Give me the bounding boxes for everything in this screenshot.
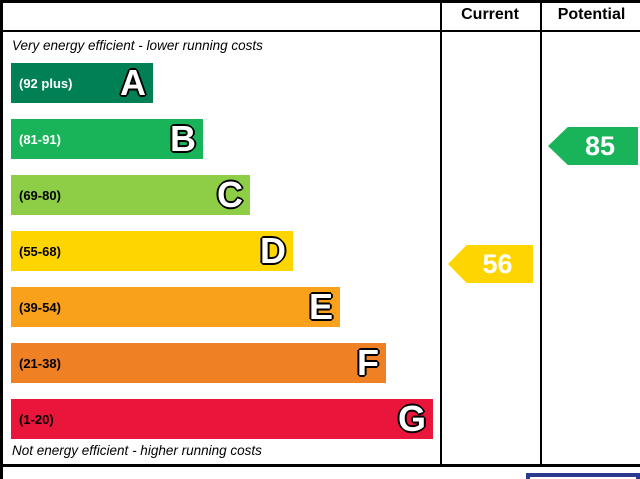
band-e: (39-54) E <box>11 287 340 327</box>
band-range-label: (92 plus) <box>19 75 73 91</box>
band-range-label: (39-54) <box>19 299 61 315</box>
band-range-label: (81-91) <box>19 131 61 147</box>
column-divider-potential <box>540 3 542 466</box>
bottom-caption: Not energy efficient - higher running co… <box>12 443 262 458</box>
header-underline <box>3 30 640 32</box>
band-c: (69-80) C <box>11 175 250 215</box>
band-letter: B <box>170 118 196 159</box>
band-letter: E <box>308 286 333 327</box>
band-letter: C <box>217 174 243 215</box>
potential-column-header: Potential <box>557 6 626 23</box>
potential-rating-arrow: 85 <box>548 127 638 165</box>
current-rating-arrow: 56 <box>448 245 533 283</box>
band-a: (92 plus) A <box>11 63 153 103</box>
top-caption: Very energy efficient - lower running co… <box>12 38 263 53</box>
band-range-label: (69-80) <box>19 187 61 203</box>
column-divider-current <box>440 3 442 466</box>
band-range-label: (1-20) <box>19 411 54 427</box>
eu-directive-box-partial <box>526 473 640 479</box>
band-g: (1-20) G <box>11 399 433 439</box>
band-range-label: (21-38) <box>19 355 61 371</box>
band-letter: G <box>397 398 426 439</box>
band-d: (55-68) D <box>11 231 293 271</box>
potential-rating-value: 85 <box>584 130 616 161</box>
band-letter: D <box>260 230 286 271</box>
band-letter: F <box>357 342 379 383</box>
band-letter: A <box>120 62 146 103</box>
current-column-header: Current <box>461 6 519 23</box>
chart-bottom-border <box>3 464 640 467</box>
current-rating-value: 56 <box>482 248 513 279</box>
band-range-label: (55-68) <box>19 243 61 259</box>
band-f: (21-38) F <box>11 343 386 383</box>
band-b: (81-91) B <box>11 119 203 159</box>
